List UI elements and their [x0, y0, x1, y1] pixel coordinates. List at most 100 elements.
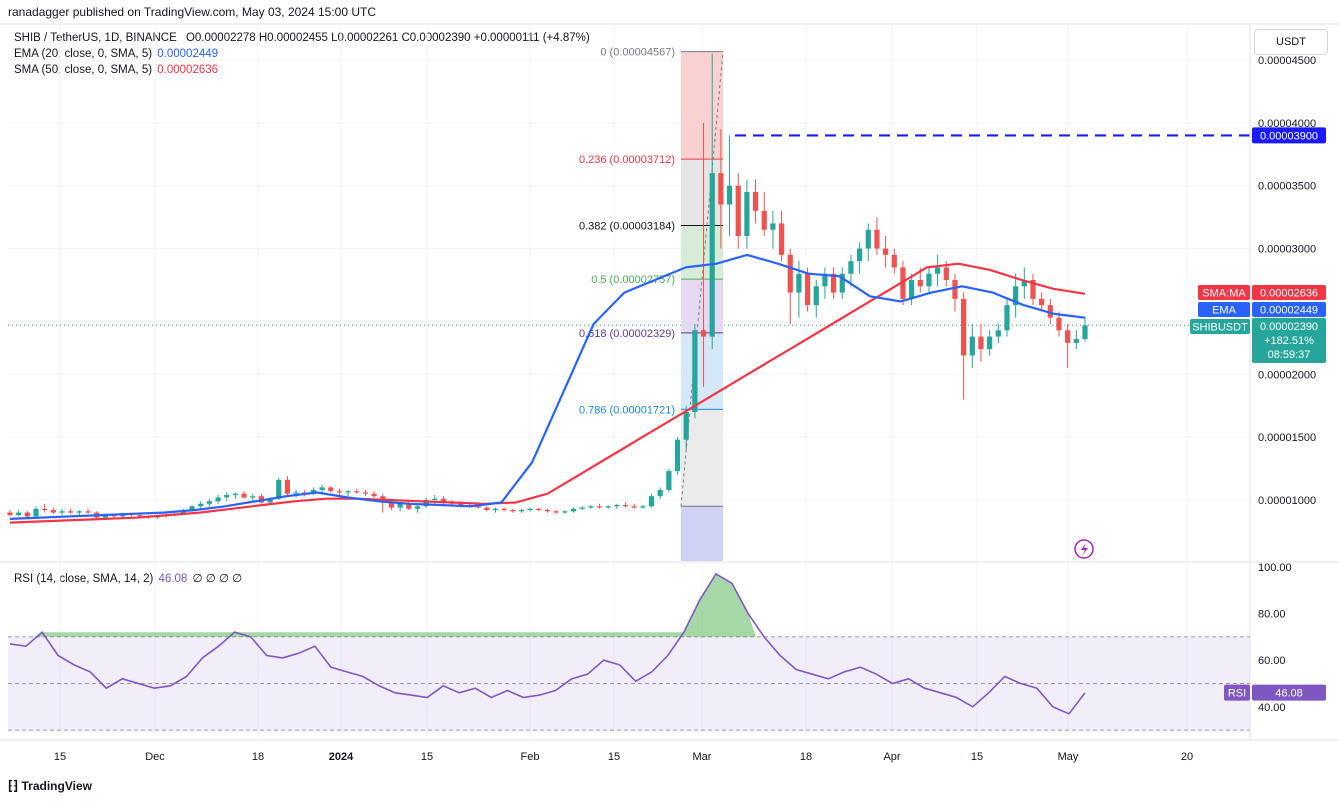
symbol-tag: SHIBUSDT: [1192, 322, 1248, 334]
rsi-extra: ∅ ∅ ∅ ∅: [192, 573, 243, 585]
sma-value: 0.00002636: [157, 64, 219, 76]
time-tick: 15: [971, 751, 983, 763]
rsi-tag: RSI: [1228, 688, 1246, 700]
grid: [8, 25, 1250, 738]
time-tick: 18: [252, 751, 264, 763]
candle: [683, 412, 689, 440]
rsi-value: 46.08: [158, 573, 188, 585]
rsi-tick: 40.00: [1258, 702, 1286, 714]
candle: [926, 273, 932, 287]
candle: [16, 512, 22, 516]
candle: [770, 223, 776, 230]
candle: [24, 512, 30, 517]
legend-symbol-row: SHIB / TetherUS, 1D, BINANCE O0.00002278…: [14, 32, 590, 44]
candle: [917, 280, 923, 287]
candle: [310, 489, 317, 494]
candle: [484, 507, 490, 511]
legend-ema-row: EMA (20, close, 0, SMA, 5) 0.00002449: [14, 48, 218, 60]
candle: [562, 511, 568, 513]
candle: [631, 506, 637, 508]
fib-band: [681, 225, 723, 280]
sma-line: [9, 262, 1086, 524]
time-tick: May: [1058, 751, 1079, 763]
candle: [276, 479, 282, 499]
candle: [544, 510, 551, 512]
candle: [891, 254, 897, 268]
candle: [388, 502, 395, 508]
candle: [241, 493, 247, 498]
symbol-countdown: 08:59:37: [1268, 349, 1311, 361]
tradingview-logo: ⁅⁆ TradingView: [8, 778, 92, 794]
fib-level-label: 0.5 (0.00002757): [591, 274, 675, 286]
candle: [189, 506, 195, 511]
candle: [76, 511, 82, 513]
candle: [648, 496, 655, 507]
candle: [865, 229, 871, 249]
candle: [1073, 339, 1079, 343]
fib-level-label: 0.786 (0.00001721): [579, 404, 675, 416]
rsi-label: RSI (14, close, SMA, 14, 2): [14, 573, 154, 585]
candle: [458, 503, 464, 506]
rsi-tag-bg: [1224, 684, 1250, 701]
candle: [319, 487, 325, 490]
candle: [336, 491, 343, 493]
candle: [735, 185, 741, 236]
price-tick: 0.00002000: [1258, 369, 1316, 381]
rsi-band: [8, 636, 1250, 731]
candle: [909, 280, 915, 299]
time-tick: 20: [1181, 751, 1193, 763]
resistance-badge-bg: [1252, 127, 1326, 144]
fib-level-label: 0.382 (0.00003184): [579, 220, 675, 232]
candle: [198, 503, 204, 507]
candle: [527, 508, 533, 511]
candle: [614, 505, 620, 507]
candle: [536, 508, 542, 511]
symbol-change: +182.51%: [1264, 335, 1314, 347]
price-tick: 0.00003500: [1258, 181, 1316, 193]
price-tick: 0.00001500: [1258, 432, 1316, 444]
candle: [952, 280, 958, 299]
candle: [657, 489, 663, 497]
price-tick: 0.00001000: [1258, 495, 1316, 507]
candle: [1013, 286, 1019, 306]
tradingview-logo-icon: ⁅⁆: [8, 778, 19, 793]
fib-retracement: 0 (0.00004567) 0.236 (0.00003712) 0.382 (0…: [579, 47, 724, 561]
axes: 0.00004500 0.00004000 0.00003500 0.00003000…: [0, 23, 1339, 763]
candle: [700, 330, 707, 337]
candle: [7, 512, 13, 516]
currency-selector[interactable]: USDT: [1254, 29, 1328, 55]
rsi-overbought-fill: [34, 574, 757, 637]
candle: [787, 254, 793, 293]
price-badges: 0.00003900 SMA:MA 0.00002636 EMA 0.00002449 S…: [1190, 127, 1326, 701]
time-tick: 15: [421, 751, 433, 763]
ema-tag: EMA: [1212, 305, 1237, 317]
time-tick: Dec: [145, 751, 165, 763]
rsi-badge: 46.08: [1275, 688, 1303, 700]
ohlc-values: O0.00002278 H0.00002455 L0.00002261 C0.0…: [185, 32, 590, 44]
candle: [423, 500, 429, 507]
time-tick: Feb: [521, 751, 540, 763]
candle: [856, 248, 863, 262]
time-tick: Apr: [883, 751, 900, 763]
candle: [874, 229, 880, 249]
candle: [267, 498, 273, 503]
candle: [640, 506, 646, 508]
candle: [137, 515, 143, 517]
fib-trend-line: [680, 51, 724, 507]
candle: [709, 173, 715, 337]
ema-label: EMA (20, close, 0, SMA, 5): [14, 48, 153, 60]
candle: [796, 273, 802, 293]
candle: [85, 511, 91, 513]
candle: [692, 330, 698, 412]
candle: [744, 192, 750, 236]
candle: [59, 511, 65, 513]
fib-band: [681, 279, 723, 333]
lightning-icon[interactable]: [1074, 539, 1094, 559]
price-tick: 0.00004000: [1258, 118, 1316, 130]
candle: [42, 508, 48, 511]
candle: [475, 506, 481, 508]
symbol-price: 0.00002390: [1260, 321, 1318, 333]
candle: [206, 501, 212, 504]
candle: [284, 479, 291, 494]
